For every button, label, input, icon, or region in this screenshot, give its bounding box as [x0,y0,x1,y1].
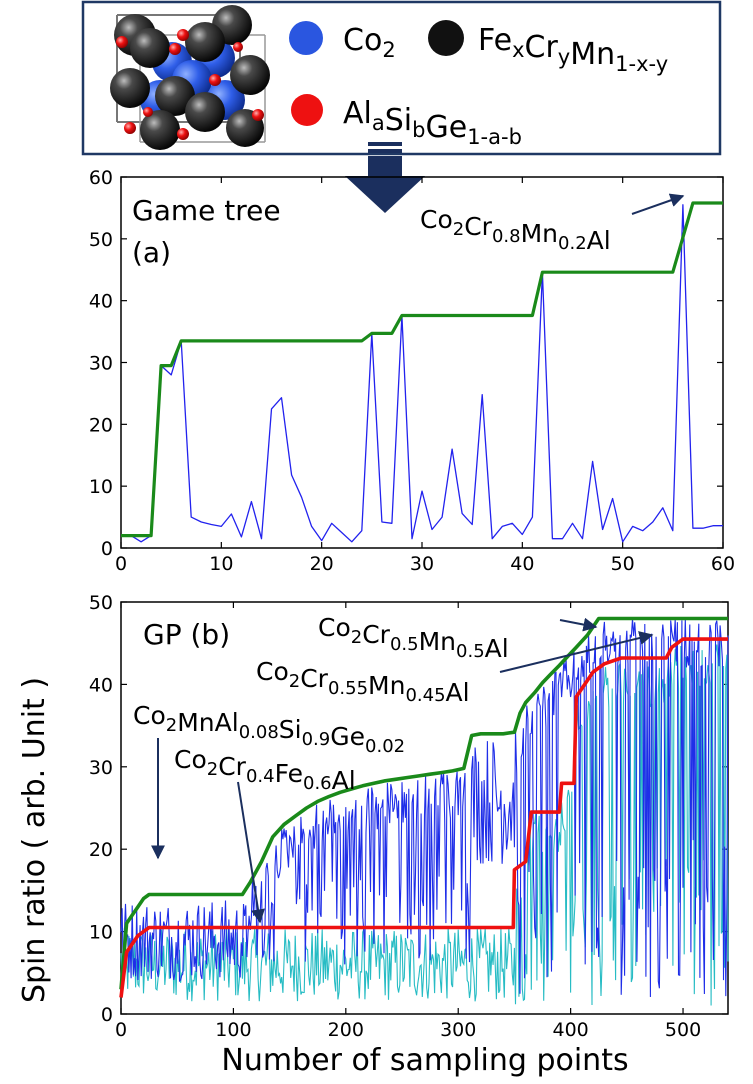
annotation-co2cr05mn05al: Co2Cr0.5Mn0.5Al [318,613,509,663]
legend-box: Co2 FexCryMn1-x-y AlaSibGe1-a-b [81,0,722,156]
legend-alsige-marker [291,94,323,126]
y-axis-title: Spin ratio ( arb. Unit ) [17,677,52,1003]
annotation-arrow-b3 [237,781,265,924]
annotation-co2cr08mn02al: Co2Cr0.8Mn0.2Al [420,205,611,255]
legend-fecrmn-marker [428,20,464,56]
y-tick-label: 50 [89,229,113,251]
annotation-co2cr04fe06al: Co2Cr0.4Fe0.6Al [174,745,356,795]
x-tick-label: 200 [328,1019,364,1041]
x-tick-label: 20 [310,553,334,575]
y-tick-label: 60 [89,167,113,189]
y-tick-label: 20 [89,839,113,861]
series-line-best-red [119,637,728,998]
panel-b-title: GP (b) [143,618,230,651]
legend-co2-marker [289,21,323,55]
legend-alsige-label: AlaSibGe1-a-b [343,96,522,149]
annotation-arrow-b1 [499,631,654,673]
y-tick-label: 0 [101,538,113,560]
x-axis-title: Number of sampling points [221,1043,628,1078]
x-tick-label: 0 [115,1019,127,1041]
panel-b-frame [120,601,729,1015]
x-tick-label: 40 [510,553,534,575]
annotation-co2cr055mn045al: Co2Cr0.55Mn0.45Al [256,657,470,707]
legend-co2-label: Co2 [343,23,396,62]
legend-fecrmn-label: FexCryMn1-x-y [478,23,668,76]
panel-a-label: (a) [132,236,171,269]
y-tick-label: 30 [89,353,113,375]
y-tick-label: 50 [89,592,113,614]
x-tick-label: 60 [711,553,735,575]
y-tick-label: 30 [89,757,113,779]
annotation-arrow-a [631,193,685,215]
x-tick-label: 30 [410,553,434,575]
series-line-best [121,201,723,538]
x-tick-label: 0 [115,553,127,575]
series-line-samples [130,204,723,543]
y-tick-label: 40 [89,291,113,313]
x-tick-label: 400 [552,1019,588,1041]
y-tick-label: 10 [89,476,113,498]
y-tick-label: 10 [89,922,113,944]
y-tick-label: 0 [101,1004,113,1026]
annotation-arrow-b0 [559,617,598,632]
series-line-blue-samples [120,618,729,998]
x-tick-label: 100 [215,1019,251,1041]
x-tick-label: 500 [665,1019,701,1041]
y-tick-label: 20 [89,414,113,436]
panel-b-gp: 0 10 20 30 40 50 0 100 200 300 400 500 GP (b) Co2C… [89,592,729,1041]
annotation-co2mnalsige: Co2MnAl0.08Si0.9Ge0.02 [133,701,405,757]
x-tick-label: 300 [440,1019,476,1041]
y-tick-label: 40 [89,674,113,696]
series-line-best-green [119,616,728,990]
flow-arrow [345,142,425,213]
x-tick-label: 50 [611,553,635,575]
crystal-structure-image [110,5,270,150]
series-line-cyan-samples [120,640,729,1006]
x-tick-label: 10 [209,553,233,575]
panel-a-title: Game tree [132,194,281,227]
panel-a-game-tree: 0 10 20 30 40 50 60 0 10 20 30 40 50 60 Game tree (a… [89,167,735,575]
